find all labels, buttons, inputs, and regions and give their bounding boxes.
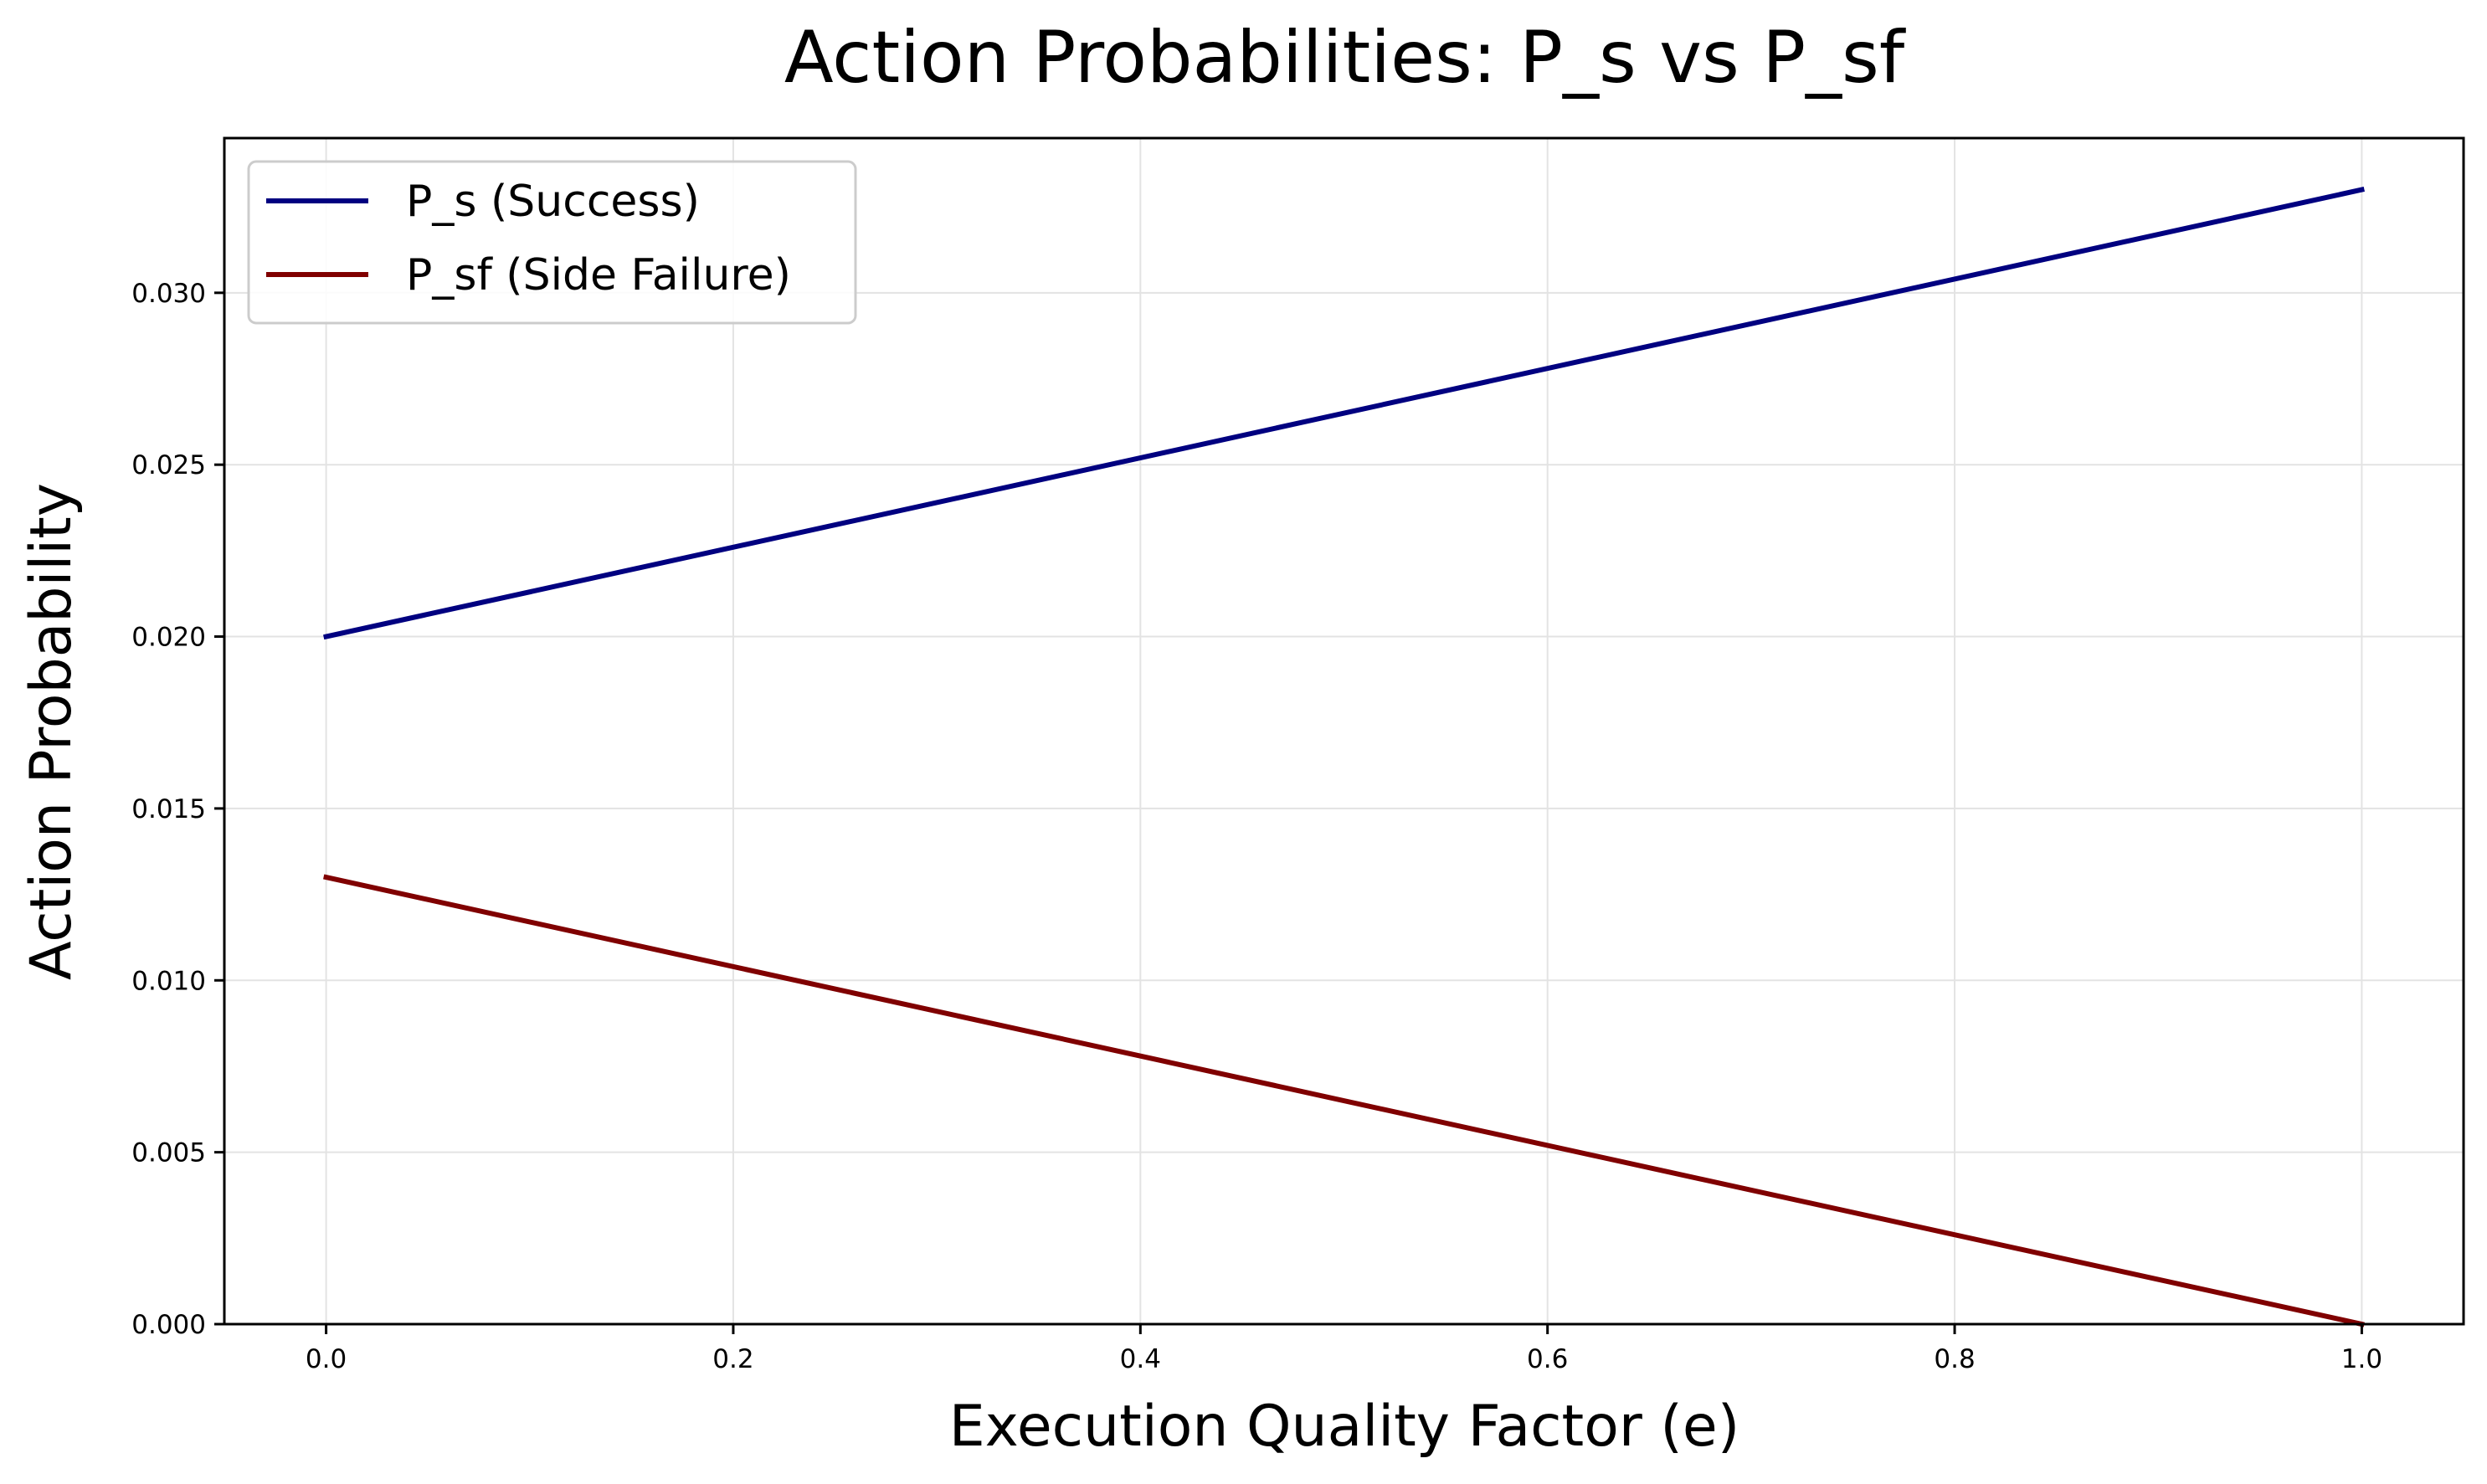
- x-tick-label: 0.2: [712, 1344, 753, 1374]
- y-axis-title: Action Probability: [18, 483, 85, 980]
- chart-title: Action Probabilities: P_s vs P_sf: [784, 16, 1906, 100]
- legend-box: [247, 160, 857, 325]
- x-tick-label: 0.4: [1120, 1344, 1161, 1374]
- grid: [224, 138, 2464, 1325]
- x-tick-label: 0.6: [1527, 1344, 1568, 1374]
- plot-frame: [223, 136, 2465, 1326]
- y-tick-label: 0.030: [131, 279, 206, 309]
- x-tick-label: 1.0: [2341, 1344, 2382, 1374]
- series-line-p-sf: [323, 874, 2365, 1327]
- legend-label-p-s: P_s (Success): [406, 177, 700, 227]
- y-tick-label: 0.025: [131, 450, 206, 480]
- y-tick-label: 0.020: [131, 623, 206, 653]
- x-axis-ticks: 0.0 0.2 0.4 0.6 0.8 1.0: [306, 1324, 2382, 1374]
- legend: P_s (Success) P_sf (Side Failure): [247, 160, 857, 325]
- legend-label-p-sf: P_sf (Side Failure): [406, 250, 791, 300]
- y-axis-ticks: 0.000 0.005 0.010 0.015 0.020 0.025 0.030: [131, 279, 224, 1340]
- series-line-p-s: [323, 187, 2365, 640]
- series-lines: [323, 187, 2365, 1327]
- y-tick-label: 0.000: [131, 1310, 206, 1340]
- y-tick-label: 0.015: [131, 794, 206, 824]
- x-axis-title: Execution Quality Factor (e): [949, 1394, 1740, 1460]
- y-tick-label: 0.005: [131, 1138, 206, 1168]
- x-tick-label: 0.8: [1934, 1344, 1975, 1374]
- x-tick-label: 0.0: [306, 1344, 347, 1374]
- y-tick-label: 0.010: [131, 966, 206, 996]
